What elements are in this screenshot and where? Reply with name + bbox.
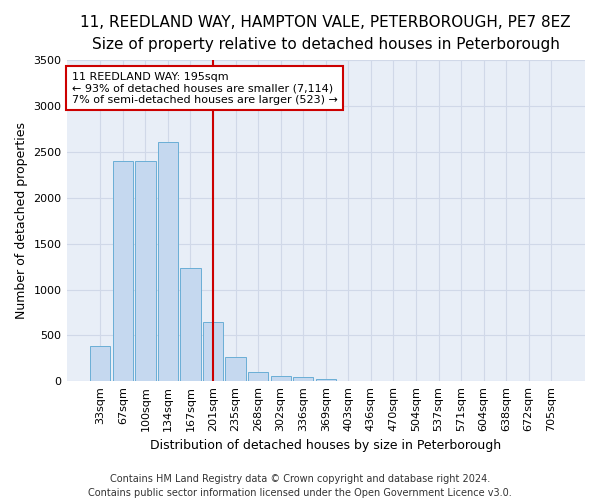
- Bar: [293, 377, 313, 382]
- Bar: [135, 161, 155, 382]
- Bar: [203, 322, 223, 382]
- Bar: [90, 346, 110, 382]
- Bar: [226, 358, 246, 382]
- Bar: [181, 268, 200, 382]
- Bar: [271, 376, 291, 382]
- Text: 11 REEDLAND WAY: 195sqm
← 93% of detached houses are smaller (7,114)
7% of semi-: 11 REEDLAND WAY: 195sqm ← 93% of detache…: [72, 72, 338, 104]
- Bar: [113, 161, 133, 382]
- Bar: [248, 372, 268, 382]
- X-axis label: Distribution of detached houses by size in Peterborough: Distribution of detached houses by size …: [150, 440, 502, 452]
- Y-axis label: Number of detached properties: Number of detached properties: [15, 122, 28, 320]
- Title: 11, REEDLAND WAY, HAMPTON VALE, PETERBOROUGH, PE7 8EZ
Size of property relative : 11, REEDLAND WAY, HAMPTON VALE, PETERBOR…: [80, 15, 571, 52]
- Bar: [158, 142, 178, 382]
- Text: Contains HM Land Registry data © Crown copyright and database right 2024.
Contai: Contains HM Land Registry data © Crown c…: [88, 474, 512, 498]
- Bar: [316, 378, 336, 382]
